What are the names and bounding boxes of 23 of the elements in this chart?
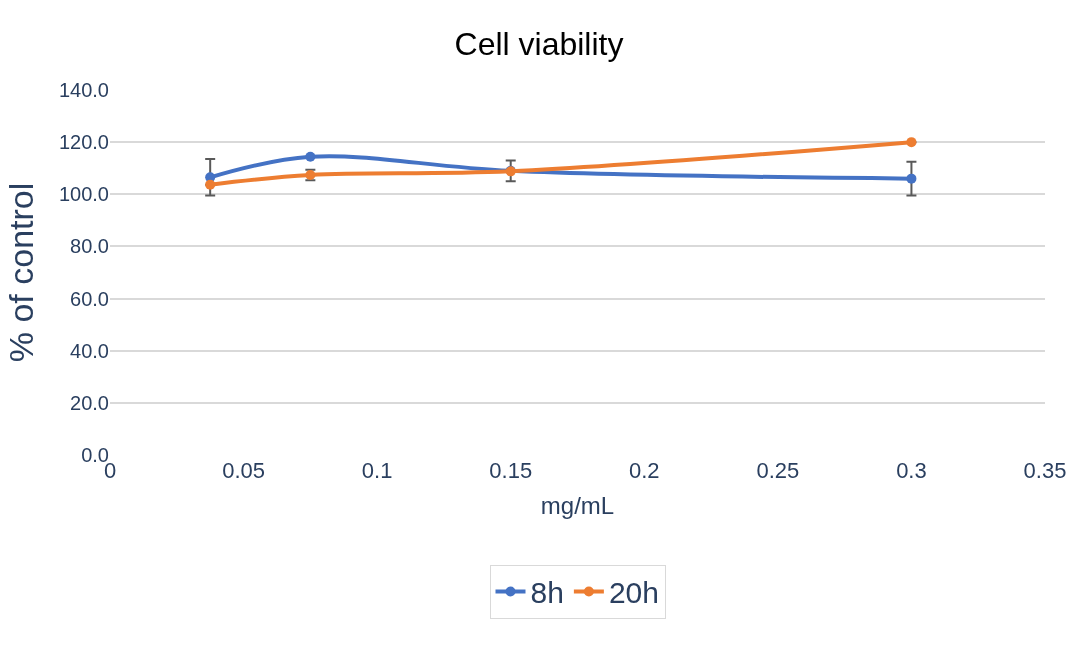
point xyxy=(305,151,316,162)
y-tick-label: 120.0 xyxy=(58,131,109,154)
x-tick-label: 0.2 xyxy=(628,458,660,483)
y-tick-label: 100.0 xyxy=(58,183,109,206)
y-axis-title: % of control xyxy=(1,182,40,363)
y-tick-label: 20.0 xyxy=(70,391,109,414)
point xyxy=(906,137,917,148)
x-tick-label: 0.35 xyxy=(1023,458,1067,483)
x-tick-label: 0.3 xyxy=(896,458,927,483)
legend-label: 20h xyxy=(608,576,659,610)
y-tick-label: 60.0 xyxy=(70,287,109,310)
point xyxy=(205,179,216,190)
x-tick-label: 0.05 xyxy=(222,458,265,483)
x-tick-label: 0.1 xyxy=(361,458,393,483)
chart-title: Cell viability xyxy=(454,25,624,62)
y-tick-label: 80.0 xyxy=(70,235,109,258)
y-tick-label: 40.0 xyxy=(70,339,109,362)
point xyxy=(906,173,917,184)
x-tick-label: 0.15 xyxy=(489,458,533,483)
legend-label: 8h xyxy=(530,576,564,610)
x-axis-title: mg/mL xyxy=(540,492,615,520)
y-tick-label: 140.0 xyxy=(58,79,109,101)
x-tick-label: 0.25 xyxy=(756,458,800,483)
